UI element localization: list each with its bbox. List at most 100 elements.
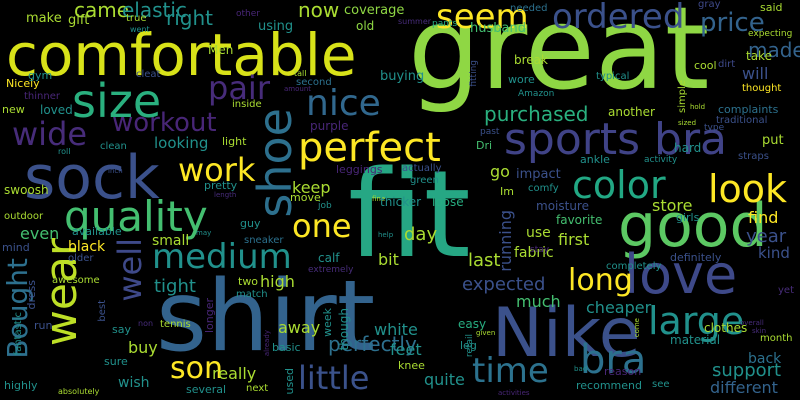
word-thought: thought bbox=[742, 83, 782, 94]
word-see: see bbox=[652, 379, 670, 390]
word-gray: gray bbox=[698, 0, 721, 10]
word-roll: roll bbox=[58, 147, 71, 156]
word-longer: longer bbox=[203, 298, 216, 334]
word-last: last bbox=[468, 250, 501, 271]
word-girls: girls bbox=[676, 211, 700, 224]
word-quality: quality bbox=[64, 192, 208, 241]
word-purple: purple bbox=[310, 119, 349, 133]
word-much: much bbox=[516, 292, 561, 311]
word-size: size bbox=[72, 74, 162, 128]
word-though: though bbox=[337, 308, 351, 351]
word-already: already bbox=[263, 330, 271, 357]
word-impact: impact bbox=[516, 167, 561, 182]
word-perfect: perfect bbox=[298, 125, 441, 171]
word-price: price bbox=[700, 8, 765, 38]
word-medium: medium bbox=[152, 237, 292, 277]
word-great: great bbox=[408, 0, 710, 115]
word-come: come bbox=[633, 318, 641, 338]
word-bad: bad bbox=[574, 365, 588, 373]
word-overall: overall bbox=[740, 319, 764, 327]
word-now: now bbox=[298, 0, 340, 22]
word-elastic: elastic bbox=[122, 0, 187, 22]
word-another: another bbox=[608, 105, 655, 119]
word-sure: sure bbox=[104, 355, 128, 368]
word-definitely: definitely bbox=[670, 251, 722, 264]
word-completely: completely bbox=[606, 261, 662, 272]
word-looking: looking bbox=[154, 134, 209, 152]
word-activities: activities bbox=[498, 389, 530, 397]
word-long: long bbox=[568, 263, 633, 298]
word-leg: leg bbox=[460, 339, 477, 352]
word-shirt: shirt bbox=[156, 260, 376, 374]
word-seem-top: seem bbox=[436, 0, 529, 37]
word-large: large bbox=[648, 299, 745, 343]
word-mind: mind bbox=[2, 241, 30, 254]
word-thicker: thicker bbox=[380, 195, 422, 209]
word-stay: stay bbox=[530, 245, 550, 255]
word-expected: expected bbox=[462, 274, 546, 295]
word-inch: inch bbox=[108, 167, 123, 175]
word-coverage: coverage bbox=[344, 3, 405, 18]
word-work: work bbox=[178, 151, 256, 189]
word-straps: straps bbox=[738, 151, 769, 162]
word-day: day bbox=[404, 224, 438, 245]
word-retail: retail bbox=[465, 334, 475, 358]
word-different: different bbox=[710, 378, 778, 397]
word-wish: wish bbox=[118, 375, 150, 391]
word-traditional: traditional bbox=[716, 115, 768, 126]
word-hard: hard bbox=[674, 141, 702, 155]
word-recommend: recommend bbox=[576, 379, 642, 392]
word-highly: highly bbox=[4, 379, 38, 392]
word-amount: amount bbox=[284, 85, 312, 93]
word-amazon: Amazon bbox=[518, 89, 555, 99]
word-moisture: moisture bbox=[536, 199, 589, 213]
word-one: one bbox=[292, 207, 352, 245]
word-yet: yet bbox=[778, 285, 794, 296]
word-clothes: clothes bbox=[704, 321, 748, 335]
word-black: black bbox=[68, 239, 106, 255]
word-gym: gym bbox=[28, 69, 53, 82]
word-say: say bbox=[112, 323, 131, 336]
word-move: move bbox=[290, 191, 321, 204]
word-nike: Nike bbox=[492, 294, 641, 373]
word-older: older bbox=[68, 253, 94, 264]
word-workout: workout bbox=[112, 108, 217, 138]
word-white: white bbox=[374, 320, 418, 339]
word-outdoor: outdoor bbox=[4, 211, 44, 222]
word-pretty: pretty bbox=[204, 179, 238, 192]
word-thinner: thinner bbox=[24, 91, 60, 102]
word-leggings: leggings bbox=[336, 163, 383, 176]
word-second: second bbox=[296, 77, 332, 88]
word-dress: dress bbox=[25, 280, 38, 310]
word-run: run bbox=[34, 319, 53, 332]
word-went: went bbox=[130, 25, 150, 34]
word-expecting: expecting bbox=[748, 29, 793, 39]
word-support: support bbox=[712, 360, 782, 381]
word-made: made bbox=[748, 38, 800, 62]
word-type: type bbox=[704, 123, 725, 133]
word-clean: clean bbox=[100, 141, 127, 152]
word-needed: needed bbox=[510, 3, 548, 14]
word-fitting: fitting bbox=[469, 60, 479, 87]
word-month: month bbox=[760, 333, 793, 344]
word-fabric: fabric bbox=[514, 245, 554, 261]
word-wore: wore bbox=[508, 73, 535, 86]
word-old: old bbox=[356, 19, 375, 33]
word-favorite: favorite bbox=[556, 213, 603, 227]
word-swoosh: swoosh bbox=[4, 183, 49, 197]
word-good: good bbox=[618, 191, 768, 261]
word-find: find bbox=[748, 208, 779, 227]
word-husband: husband bbox=[470, 21, 526, 36]
word-green: green bbox=[410, 175, 439, 186]
word-gift: gift bbox=[68, 13, 90, 28]
word-past: past bbox=[480, 127, 500, 137]
word-absolutely: absolutely bbox=[58, 387, 100, 396]
word-loved: loved bbox=[40, 103, 73, 117]
word-use: use bbox=[526, 225, 551, 241]
word-used: used bbox=[283, 368, 296, 395]
word-several: several bbox=[186, 383, 227, 396]
word-new: new bbox=[2, 103, 25, 116]
word-sized: sized bbox=[678, 119, 697, 127]
word-im: Im bbox=[500, 185, 514, 198]
